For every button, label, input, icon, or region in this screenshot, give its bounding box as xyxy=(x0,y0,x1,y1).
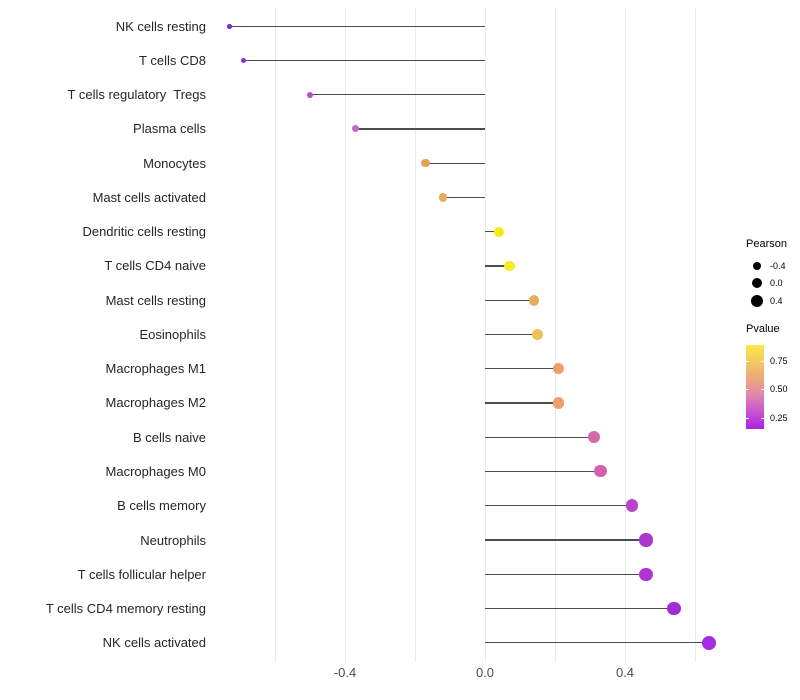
pvalue-tick-mark-right xyxy=(761,418,764,419)
category-label: Dendritic cells resting xyxy=(82,224,206,240)
data-point-dot xyxy=(587,431,600,444)
legend-size-dot xyxy=(751,294,763,307)
gridline xyxy=(555,8,556,662)
data-point-dot xyxy=(594,465,607,478)
legend-size-label: 0.0 xyxy=(770,278,783,289)
legend-size-dot xyxy=(752,278,762,289)
data-point-dot xyxy=(625,499,639,513)
category-label: B cells naive xyxy=(133,429,206,445)
category-label: B cells memory xyxy=(117,498,206,514)
category-label: T cells regulatory Tregs xyxy=(67,87,206,103)
legend-pvalue: Pvalue 0.75 0.50 0.25 xyxy=(746,323,800,429)
lollipop-stem xyxy=(443,196,485,199)
data-point-dot xyxy=(528,294,540,306)
category-label: NK cells activated xyxy=(102,635,206,651)
data-point-dot xyxy=(306,91,314,98)
lollipop-stem xyxy=(485,368,559,370)
lollipop-stem xyxy=(485,231,499,233)
data-point-dot xyxy=(532,329,543,340)
pvalue-tick-label: 0.25 xyxy=(770,413,788,423)
x-axis-tick-label: -0.4 xyxy=(333,665,357,680)
lollipop-stem xyxy=(485,265,510,267)
lollipop-stem xyxy=(485,436,594,438)
data-point-dot xyxy=(421,158,430,168)
category-label: Neutrophils xyxy=(140,532,206,548)
data-point-dot xyxy=(241,58,246,63)
category-label: Mast cells activated xyxy=(92,189,206,205)
legend-pearson-entries: -0.4 0.0 0.4 xyxy=(746,257,800,310)
lollipop-stem xyxy=(485,642,709,644)
pvalue-tick-mark-left xyxy=(746,418,749,419)
legend-size-dot-box xyxy=(746,261,768,270)
lollipop-stem xyxy=(485,402,559,404)
lollipop-stem xyxy=(485,505,632,507)
data-point-dot xyxy=(438,193,448,202)
lollipop-stem xyxy=(229,25,485,27)
legend-size-label: -0.4 xyxy=(770,260,786,271)
gridline xyxy=(695,8,696,662)
category-label: Macrophages M2 xyxy=(105,395,206,411)
x-axis-tick-label: 0.4 xyxy=(615,665,635,680)
legend-pvalue-title: Pvalue xyxy=(746,323,780,335)
legend-pearson-title: Pearson xyxy=(746,238,787,250)
gridline xyxy=(345,8,346,662)
data-point-dot xyxy=(667,601,681,616)
category-label: NK cells resting xyxy=(115,18,206,34)
pvalue-tick-mark-right xyxy=(761,361,764,362)
legend-size-entry: 0.0 xyxy=(746,275,800,293)
lollipop-stem xyxy=(425,162,485,164)
category-label: T cells CD4 memory resting xyxy=(45,601,206,616)
legend-size-dot-box xyxy=(746,294,768,307)
legend-pearson: Pearson -0.4 0.0 0.4 xyxy=(746,238,800,310)
category-label: Plasma cells xyxy=(133,121,206,137)
legend-size-dot-box xyxy=(746,278,768,289)
category-label: T cells follicular helper xyxy=(77,566,206,582)
category-label: Macrophages M1 xyxy=(105,361,206,377)
legend-size-entry: -0.4 xyxy=(746,257,800,275)
lollipop-stem xyxy=(310,94,485,96)
lollipop-stem xyxy=(485,333,538,336)
lollipop-stem xyxy=(355,128,485,130)
pvalue-tick-mark-left xyxy=(746,361,749,362)
data-point-dot xyxy=(639,567,653,581)
data-point-dot xyxy=(504,260,515,272)
category-label: Mast cells resting xyxy=(105,292,206,308)
pvalue-tick-mark-left xyxy=(746,389,749,390)
lollipop-stem xyxy=(485,470,601,473)
data-point-dot xyxy=(701,635,717,650)
legend-size-label: 0.4 xyxy=(770,295,783,306)
data-point-dot xyxy=(552,363,565,375)
data-point-dot xyxy=(494,226,505,237)
lollipop-stem xyxy=(485,299,534,301)
data-point-dot xyxy=(227,24,232,29)
lollipop-stem xyxy=(485,539,646,541)
pvalue-tick-label: 0.50 xyxy=(770,384,788,394)
data-point-dot xyxy=(352,125,360,133)
data-point-dot xyxy=(639,533,653,547)
legend-size-dot xyxy=(753,261,761,270)
pvalue-gradient-bar: 0.75 0.50 0.25 xyxy=(746,345,788,429)
category-label: T cells CD4 naive xyxy=(104,258,206,274)
category-label: Monocytes xyxy=(143,155,206,171)
pvalue-tick-mark-right xyxy=(761,389,764,390)
lollipop-stem xyxy=(485,573,646,575)
category-label: Macrophages M0 xyxy=(105,463,206,479)
lollipop-stem xyxy=(243,59,485,62)
gridline xyxy=(275,8,276,662)
data-point-dot xyxy=(552,397,565,409)
legend-size-entry: 0.4 xyxy=(746,292,800,310)
category-label: Eosinophils xyxy=(139,326,207,342)
gridline xyxy=(415,8,416,662)
category-label: T cells CD8 xyxy=(139,53,206,68)
lollipop-stem xyxy=(485,607,674,610)
gridline xyxy=(625,8,626,662)
x-axis-tick-label: 0.0 xyxy=(475,665,495,680)
pvalue-tick-label: 0.75 xyxy=(770,356,788,366)
